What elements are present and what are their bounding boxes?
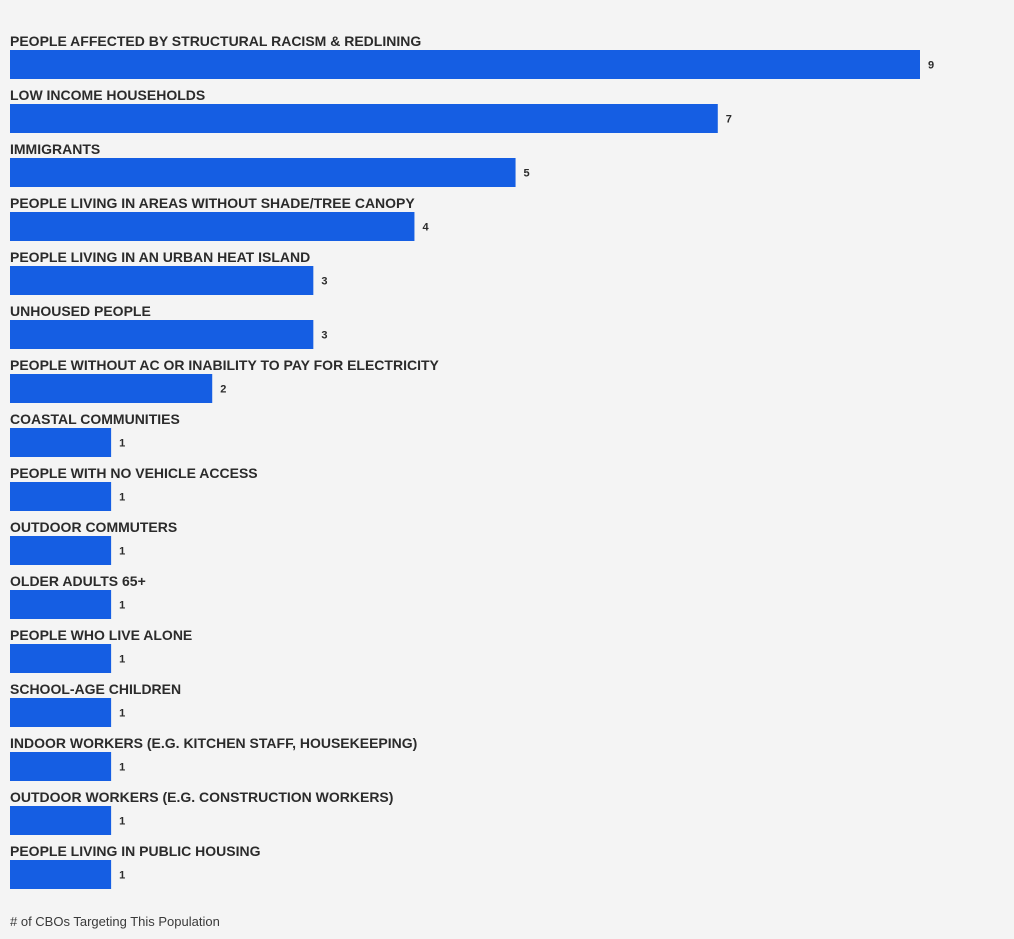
bar xyxy=(10,50,920,79)
value-label: 3 xyxy=(321,330,327,342)
category-label: PEOPLE LIVING IN AN URBAN HEAT ISLAND xyxy=(10,249,310,265)
category-label: PEOPLE LIVING IN AREAS WITHOUT SHADE/TRE… xyxy=(10,195,415,211)
bar xyxy=(10,698,112,727)
bar xyxy=(10,806,112,835)
value-label: 1 xyxy=(119,546,125,558)
bar xyxy=(10,590,112,619)
bar xyxy=(10,212,415,241)
value-label: 1 xyxy=(119,492,125,504)
bar xyxy=(10,104,718,133)
value-label: 3 xyxy=(321,276,327,288)
value-label: 1 xyxy=(119,708,125,720)
value-label: 1 xyxy=(119,762,125,774)
bar xyxy=(10,266,314,295)
category-label: PEOPLE WHO LIVE ALONE xyxy=(10,627,192,643)
category-label: OUTDOOR COMMUTERS xyxy=(10,519,177,535)
value-label: 7 xyxy=(726,114,732,126)
category-label: INDOOR WORKERS (E.G. KITCHEN STAFF, HOUS… xyxy=(10,735,417,751)
value-label: 1 xyxy=(119,816,125,828)
bar xyxy=(10,752,112,781)
bar xyxy=(10,482,112,511)
bar xyxy=(10,428,112,457)
bar xyxy=(10,536,112,565)
bar xyxy=(10,374,213,403)
value-label: 5 xyxy=(524,168,530,180)
category-label: SCHOOL-AGE CHILDREN xyxy=(10,681,181,697)
category-label: PEOPLE WITH NO VEHICLE ACCESS xyxy=(10,465,258,481)
value-label: 1 xyxy=(119,600,125,612)
value-label: 1 xyxy=(119,870,125,882)
bar xyxy=(10,158,516,187)
value-label: 1 xyxy=(119,438,125,450)
category-label: IMMIGRANTS xyxy=(10,141,100,157)
category-label: OUTDOOR WORKERS (E.G. CONSTRUCTION WORKE… xyxy=(10,789,393,805)
category-label: OLDER ADULTS 65+ xyxy=(10,573,146,589)
value-label: 4 xyxy=(422,222,429,234)
category-label: LOW INCOME HOUSEHOLDS xyxy=(10,87,205,103)
bar xyxy=(10,860,112,889)
value-label: 9 xyxy=(928,60,934,72)
category-label: PEOPLE AFFECTED BY STRUCTURAL RACISM & R… xyxy=(10,33,421,49)
x-axis-label: # of CBOs Targeting This Population xyxy=(10,914,220,929)
category-label: PEOPLE LIVING IN PUBLIC HOUSING xyxy=(10,843,261,859)
bar xyxy=(10,320,314,349)
category-label: PEOPLE WITHOUT AC OR INABILITY TO PAY FO… xyxy=(10,357,440,373)
value-label: 1 xyxy=(119,654,125,666)
value-label: 2 xyxy=(220,384,226,396)
category-label: COASTAL COMMUNITIES xyxy=(10,411,180,427)
bar xyxy=(10,644,112,673)
category-label: UNHOUSED PEOPLE xyxy=(10,303,151,319)
